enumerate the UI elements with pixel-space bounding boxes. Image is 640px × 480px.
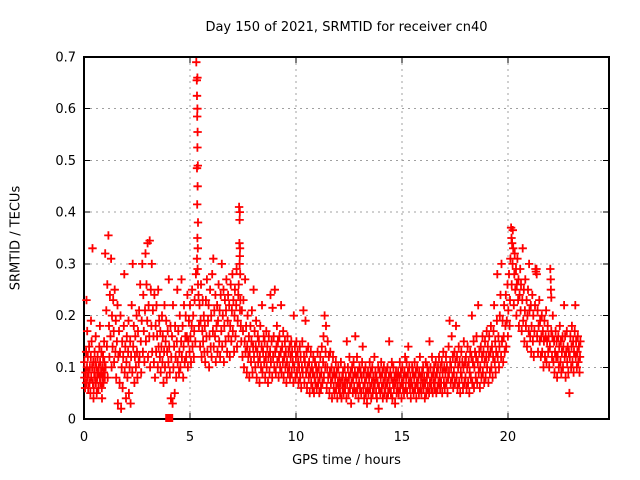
y-tick-label: 0 [68,413,76,428]
plot-border [83,56,610,420]
y-tick-label: 0.7 [55,51,76,66]
data-point-square [165,414,174,422]
y-tick-label: 0.4 [55,206,76,221]
y-tick-label: 0.2 [55,309,76,324]
x-axis-label: GPS time / hours [292,453,401,468]
y-tick-label: 0.6 [55,102,76,117]
y-tick-label: 0.3 [55,257,76,272]
x-tick-label: 5 [186,430,194,445]
x-tick-label: 20 [500,430,517,445]
x-tick-label: 10 [288,430,305,445]
chart-title: Day 150 of 2021, SRMTID for receiver cn4… [205,20,488,35]
y-tick-label: 0.5 [55,154,76,169]
data-points-plus [80,58,585,413]
x-tick-label: 15 [394,430,411,445]
x-tick-label: 0 [80,430,88,445]
y-tick-label: 0.1 [55,361,76,376]
